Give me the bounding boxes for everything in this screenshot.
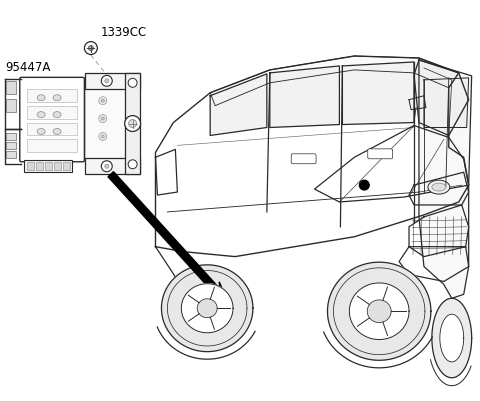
Polygon shape — [270, 67, 339, 128]
Circle shape — [101, 136, 104, 139]
Polygon shape — [440, 314, 464, 362]
Circle shape — [125, 116, 141, 132]
FancyBboxPatch shape — [368, 150, 393, 159]
Circle shape — [128, 79, 137, 88]
Circle shape — [101, 100, 104, 103]
Ellipse shape — [428, 181, 450, 194]
Bar — [27, 163, 34, 171]
Bar — [27, 140, 77, 153]
Ellipse shape — [53, 129, 61, 135]
Polygon shape — [327, 263, 431, 360]
Polygon shape — [367, 300, 391, 323]
Circle shape — [88, 47, 93, 51]
Circle shape — [129, 120, 137, 128]
Bar — [54, 163, 61, 171]
Circle shape — [360, 181, 369, 190]
Bar — [6, 99, 16, 112]
Circle shape — [101, 118, 104, 121]
Bar — [63, 163, 70, 171]
Circle shape — [84, 43, 97, 55]
Bar — [27, 106, 77, 119]
FancyArrow shape — [108, 172, 228, 304]
Polygon shape — [424, 79, 468, 128]
Bar — [36, 163, 43, 171]
Circle shape — [128, 160, 137, 169]
Bar — [6, 82, 16, 95]
Polygon shape — [414, 61, 459, 136]
Polygon shape — [197, 299, 217, 318]
Bar — [85, 159, 140, 175]
Polygon shape — [342, 63, 414, 125]
Polygon shape — [432, 299, 472, 378]
Bar — [6, 143, 16, 150]
Polygon shape — [161, 265, 253, 352]
Polygon shape — [419, 61, 472, 299]
Text: 1339CC: 1339CC — [101, 26, 147, 39]
Polygon shape — [210, 57, 459, 106]
Ellipse shape — [53, 95, 61, 101]
Circle shape — [101, 76, 112, 87]
Circle shape — [101, 161, 112, 172]
Polygon shape — [349, 283, 409, 340]
Ellipse shape — [37, 112, 45, 118]
Bar — [27, 123, 77, 136]
Circle shape — [105, 80, 109, 83]
FancyBboxPatch shape — [20, 78, 84, 162]
Bar — [27, 89, 77, 102]
Bar — [125, 74, 140, 175]
FancyBboxPatch shape — [291, 154, 316, 164]
Circle shape — [105, 165, 109, 169]
Polygon shape — [181, 284, 233, 333]
Circle shape — [99, 97, 107, 105]
Circle shape — [99, 133, 107, 141]
Ellipse shape — [432, 184, 446, 192]
Ellipse shape — [37, 95, 45, 101]
Ellipse shape — [53, 112, 61, 118]
Circle shape — [99, 115, 107, 123]
Polygon shape — [210, 75, 267, 136]
Polygon shape — [156, 57, 468, 257]
Bar — [45, 163, 52, 171]
Bar — [6, 152, 16, 159]
Bar — [24, 161, 72, 173]
Bar — [85, 74, 140, 89]
Text: 95447A: 95447A — [5, 61, 51, 74]
Bar — [85, 89, 125, 159]
Ellipse shape — [37, 129, 45, 135]
Bar — [6, 134, 16, 141]
